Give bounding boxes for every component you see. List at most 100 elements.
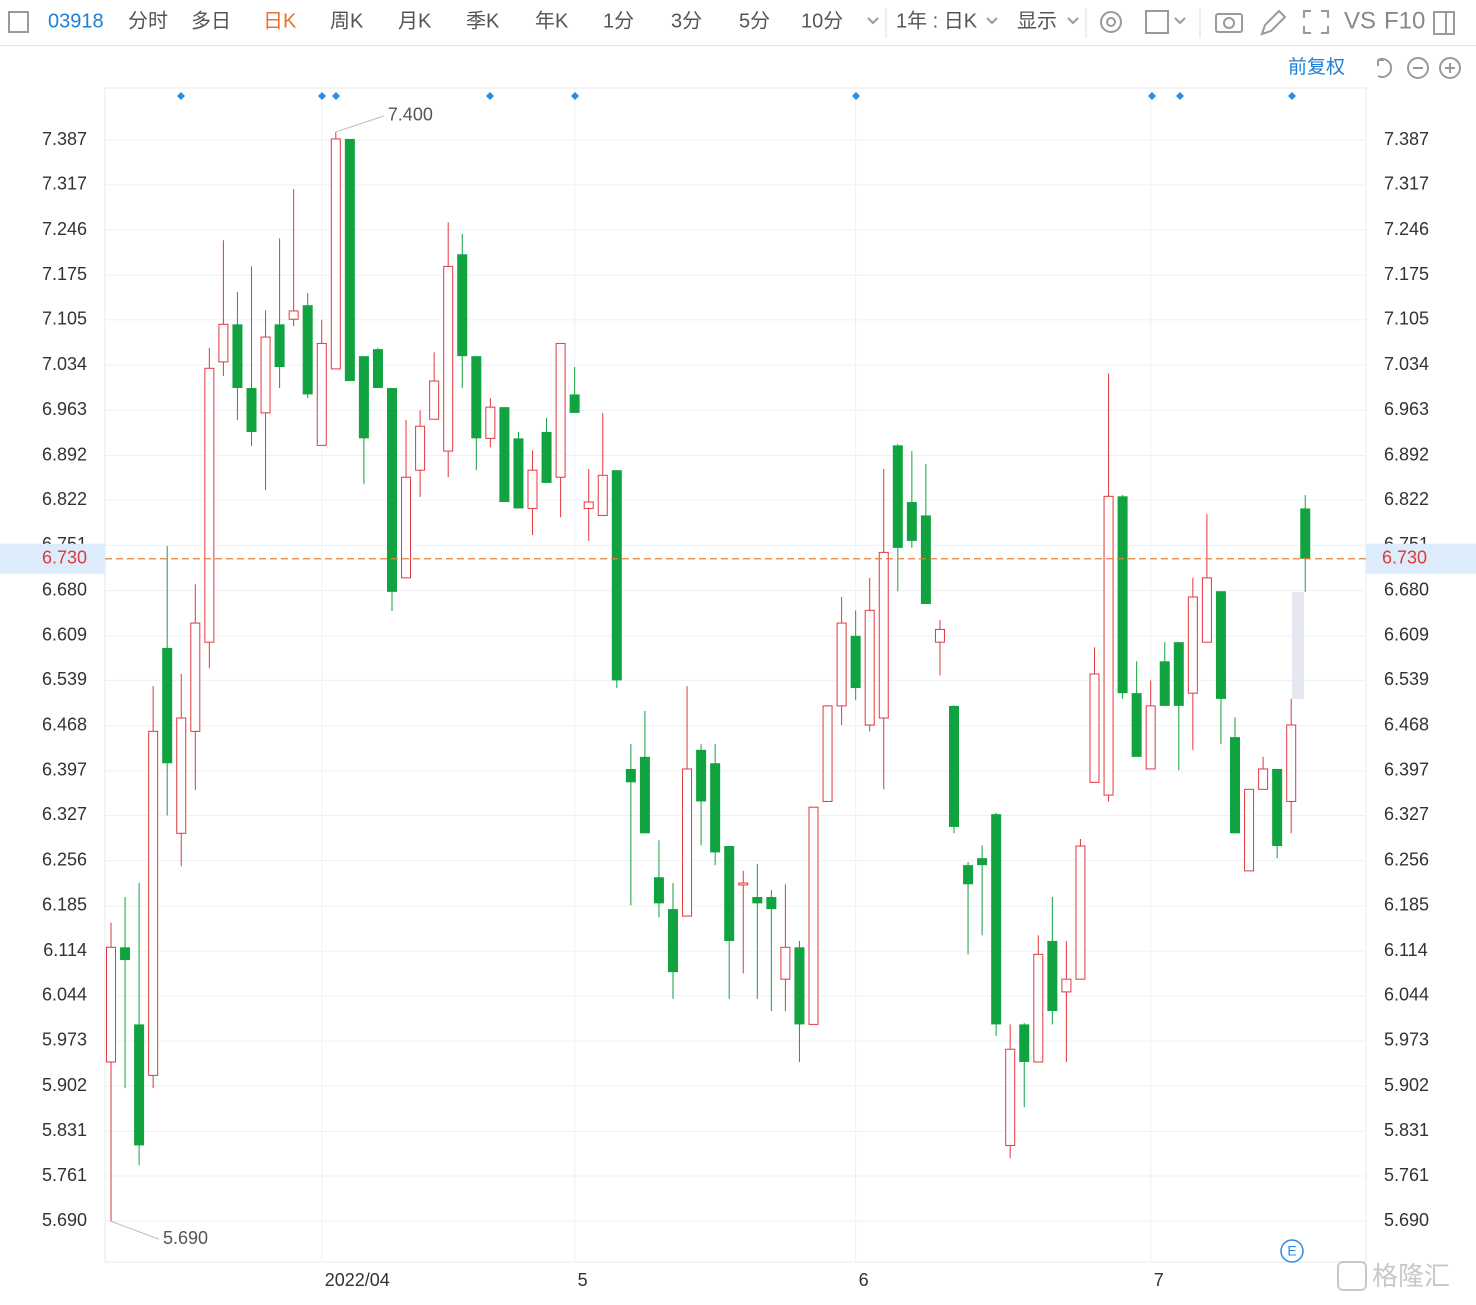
candle-body <box>1244 788 1255 872</box>
plot-frame <box>104 87 1367 1263</box>
period-tab[interactable]: 多日 <box>191 9 231 32</box>
candle-body <box>1033 953 1044 1063</box>
y-tick-label: 6.963 <box>42 399 87 419</box>
candle-body <box>766 896 777 910</box>
range-chevron[interactable] <box>986 17 998 25</box>
x-tick-label: 7 <box>1154 1270 1164 1290</box>
y-tick-label: 6.468 <box>42 714 87 734</box>
candle-body <box>1286 724 1297 802</box>
event-icon-letter: E <box>1287 1243 1296 1259</box>
period-tab[interactable]: 月K <box>398 10 432 32</box>
candle-body <box>1005 1048 1016 1146</box>
zoom-out-icon[interactable] <box>1407 57 1429 79</box>
y-tick-label: 6.822 <box>42 489 87 509</box>
y-tick-label-right: 5.831 <box>1384 1120 1429 1140</box>
f10-button[interactable]: F10 <box>1384 7 1425 34</box>
candle-body <box>120 947 131 961</box>
candle-body <box>1159 661 1170 706</box>
candle-body <box>387 388 397 592</box>
candle-body <box>569 394 580 413</box>
y-tick-label: 7.034 <box>42 354 87 374</box>
period-tab[interactable]: 周K <box>330 10 364 32</box>
candle-body <box>1075 845 1086 980</box>
candle-body <box>724 846 735 941</box>
candle-body <box>639 756 650 834</box>
candle-body <box>443 265 454 452</box>
y-tick-label: 7.175 <box>42 264 87 284</box>
display-menu[interactable]: 显示 <box>1017 10 1057 32</box>
y-tick-label: 5.690 <box>42 1210 87 1230</box>
candle-body <box>1117 496 1128 694</box>
y-tick-label-right: 6.185 <box>1384 895 1429 915</box>
candle-body <box>218 323 229 363</box>
candle-body <box>949 705 959 827</box>
range-selector[interactable]: 1年 : 日K <box>896 9 978 32</box>
period-tab[interactable]: 1分 <box>603 9 634 32</box>
candle-body <box>738 882 749 886</box>
x-tick-label: 6 <box>859 1270 869 1290</box>
period-tab[interactable]: 分时 <box>128 9 168 32</box>
event-marker[interactable] <box>177 92 1296 100</box>
candle-body <box>668 909 678 973</box>
period-tab[interactable]: 季K <box>466 9 500 32</box>
annotation-label: 5.690 <box>163 1228 208 1248</box>
candle-body <box>1272 768 1283 847</box>
y-tick-label-right: 6.044 <box>1384 984 1429 1004</box>
candle-body <box>541 431 552 483</box>
current-price-label: 6.730 <box>42 547 87 567</box>
candle-body <box>1089 673 1100 783</box>
candle-body <box>415 425 426 471</box>
sidebar-toggle[interactable] <box>8 11 29 33</box>
candle-body <box>906 502 917 541</box>
layout-icon[interactable] <box>1145 10 1169 34</box>
period-tab[interactable]: 5分 <box>739 9 770 32</box>
grid-layer: 5.690 5.690 5.761 5.761 5.831 5.831 5.902 5.902… <box>42 88 1429 1290</box>
y-tick-label-right: 7.105 <box>1384 309 1429 329</box>
camera-icon[interactable] <box>1215 13 1243 33</box>
period-tab[interactable]: 年K <box>535 9 569 32</box>
layout-chevron[interactable] <box>1174 17 1186 25</box>
candle-body <box>892 445 903 548</box>
period-tab[interactable]: 3分 <box>671 9 702 32</box>
candle-body <box>710 763 721 853</box>
y-tick-label-right: 6.468 <box>1384 714 1429 734</box>
candle-body <box>864 609 875 726</box>
fullscreen-icon[interactable] <box>1303 10 1329 34</box>
candle-body <box>274 324 285 368</box>
more-periods[interactable] <box>867 17 879 25</box>
stock-code[interactable]: 03918 <box>48 10 104 32</box>
draw-icon[interactable] <box>1260 9 1287 36</box>
candle-body <box>1145 705 1156 770</box>
candle-body <box>780 946 791 980</box>
vs-button[interactable]: VS <box>1344 7 1376 34</box>
candle-body <box>204 367 215 643</box>
candle-body <box>232 324 243 389</box>
toolbar <box>0 0 1476 45</box>
reset-icon[interactable] <box>1377 58 1393 78</box>
panel-icon[interactable] <box>1433 11 1455 35</box>
y-tick-label: 6.539 <box>42 669 87 689</box>
candle-body <box>176 717 187 834</box>
candle-body <box>1230 737 1240 834</box>
candle-body <box>288 310 299 320</box>
candle-body <box>106 946 116 1063</box>
event-icon[interactable] <box>1280 1239 1304 1263</box>
y-tick-label-right: 5.902 <box>1384 1075 1429 1095</box>
period-tab[interactable]: 10分 <box>801 9 843 32</box>
highlight-band <box>1292 592 1304 699</box>
zoom-in-icon[interactable] <box>1439 57 1461 79</box>
y-tick-label: 6.609 <box>42 625 87 645</box>
y-tick-label-right: 5.690 <box>1384 1210 1429 1230</box>
display-chevron[interactable] <box>1067 17 1079 25</box>
watermark-logo <box>1337 1261 1367 1291</box>
candle-body <box>682 768 693 917</box>
annotation-label: 7.400 <box>388 105 433 125</box>
settings-icon[interactable] <box>1100 11 1122 33</box>
period-tab[interactable]: 日K <box>263 10 297 32</box>
candle-body <box>302 305 313 395</box>
candle-body <box>372 349 383 389</box>
candle-body <box>808 806 819 1025</box>
adjust-button[interactable]: 前复权 <box>1288 56 1345 78</box>
